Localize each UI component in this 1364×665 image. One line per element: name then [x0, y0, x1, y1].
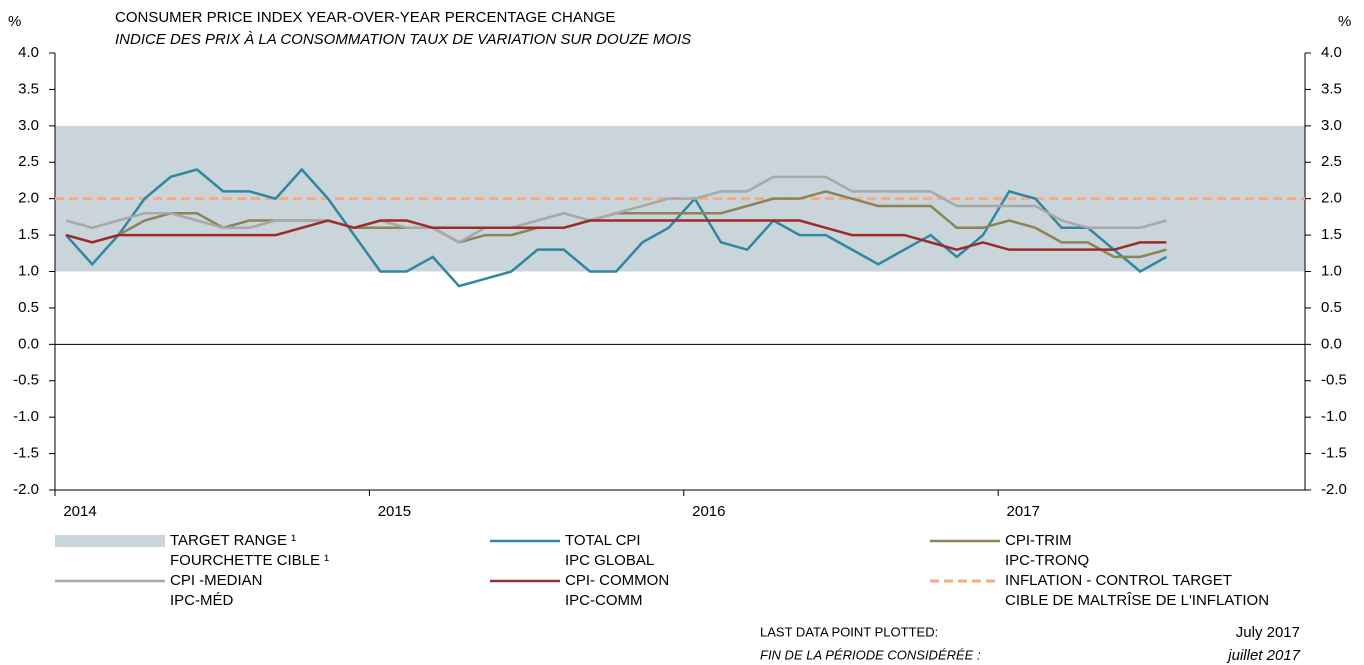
- chart-title: CONSUMER PRICE INDEX YEAR-OVER-YEAR PERC…: [115, 9, 615, 26]
- y2-tick-label: -2.0: [1321, 481, 1347, 498]
- y2-tick-label: -1.0: [1321, 408, 1347, 425]
- footer-date-fr: juillet 2017: [1226, 647, 1300, 664]
- legend-label-fr: FOURCHETTE CIBLE ¹: [170, 552, 329, 569]
- y2-tick-label: 3.0: [1321, 117, 1342, 134]
- y-tick-label: 3.0: [18, 117, 39, 134]
- y-tick-label: 2.5: [18, 153, 39, 170]
- y-tick-label: 0.0: [18, 335, 39, 352]
- y2-tick-label: 1.0: [1321, 262, 1342, 279]
- y-tick-label: -0.5: [13, 372, 39, 389]
- y2-tick-label: -1.5: [1321, 445, 1347, 462]
- legend-label: INFLATION - CONTROL TARGET: [1005, 572, 1232, 589]
- y2-tick-label: -0.5: [1321, 372, 1347, 389]
- x-tick-label: 2015: [378, 503, 411, 520]
- legend-label-fr: IPC-MÉD: [170, 592, 234, 609]
- series-line: [65, 167, 1168, 288]
- chart-subtitle: INDICE DES PRIX À LA CONSOMMATION TAUX D…: [115, 31, 691, 48]
- y2-axis-label: %: [1338, 13, 1351, 30]
- footer-date: July 2017: [1236, 624, 1300, 641]
- y2-tick-label: 4.0: [1321, 44, 1342, 61]
- series-line: [65, 219, 1167, 251]
- y-tick-label: -1.0: [13, 408, 39, 425]
- y-tick-label: 0.5: [18, 299, 39, 316]
- y2-tick-label: 0.0: [1321, 335, 1342, 352]
- y2-tick-label: 0.5: [1321, 299, 1342, 316]
- y-tick-label: 1.0: [18, 262, 39, 279]
- legend-label-fr: CIBLE DE MALTRÎSE DE L'INFLATION: [1005, 592, 1269, 609]
- y-tick-label: -1.5: [13, 445, 39, 462]
- y2-tick-label: 1.5: [1321, 226, 1342, 243]
- legend-label-fr: IPC-COMM: [565, 592, 643, 609]
- legend-swatch: [55, 535, 165, 547]
- x-tick-label: 2017: [1007, 503, 1040, 520]
- legend-label: TARGET RANGE ¹: [170, 532, 296, 549]
- legend-label: CPI-TRIM: [1005, 532, 1072, 549]
- y2-tick-label: 2.5: [1321, 153, 1342, 170]
- y-tick-label: 1.5: [18, 226, 39, 243]
- y-tick-label: 3.5: [18, 80, 39, 97]
- legend-label: CPI -MEDIAN: [170, 572, 263, 589]
- legend-label-fr: IPC GLOBAL: [565, 552, 654, 569]
- legend-label-fr: IPC-TRONQ: [1005, 552, 1089, 569]
- footer-label-fr: FIN DE LA PÉRIODE CONSIDÉRÉE :: [760, 647, 981, 662]
- legend-label: CPI- COMMON: [565, 572, 669, 589]
- y-axis-label: %: [8, 13, 21, 30]
- footer-label: LAST DATA POINT PLOTTED:: [760, 624, 938, 639]
- y-tick-label: -2.0: [13, 481, 39, 498]
- legend-label: TOTAL CPI: [565, 532, 641, 549]
- y-tick-label: 2.0: [18, 190, 39, 207]
- y2-tick-label: 2.0: [1321, 190, 1342, 207]
- series-line: [65, 175, 1167, 244]
- y2-tick-label: 3.5: [1321, 80, 1342, 97]
- x-tick-label: 2016: [692, 503, 725, 520]
- x-tick-label: 2014: [63, 503, 96, 520]
- y-tick-label: 4.0: [18, 44, 39, 61]
